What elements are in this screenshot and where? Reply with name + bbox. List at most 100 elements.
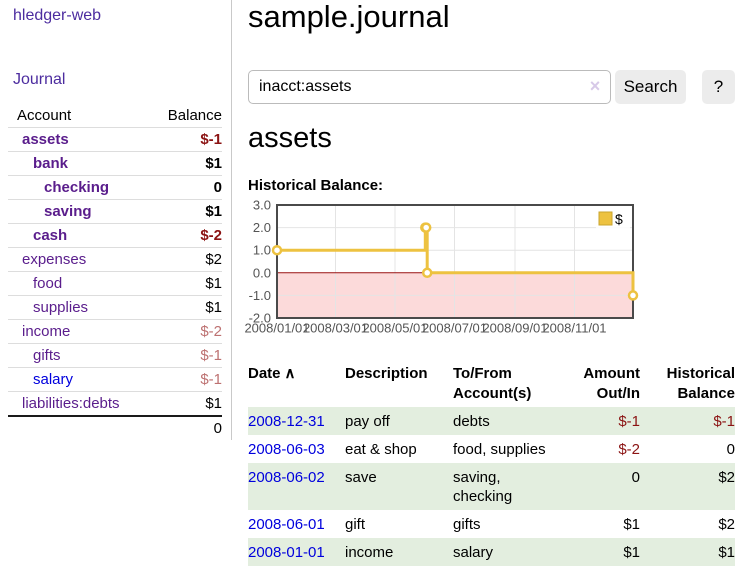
- account-row-saving: saving $1: [8, 199, 222, 223]
- column-header-tofrom-accounts: To/From Account(s): [453, 365, 532, 402]
- transaction-accounts: food, supplies: [453, 441, 546, 458]
- account-link[interactable]: assets: [22, 131, 69, 148]
- transaction-date-link[interactable]: 2008-06-02: [248, 469, 325, 486]
- main-content: sample.journal × Search ? assets Histori…: [244, 0, 742, 582]
- data-point-marker: [421, 267, 433, 279]
- transaction-row: 2008-12-31 pay off debts $-1 $-1: [248, 407, 735, 435]
- x-tick-label: 2008/09/01: [482, 321, 547, 336]
- account-heading: assets: [248, 122, 332, 154]
- chart-legend: $: [596, 209, 630, 229]
- transaction-row: 2008-01-01 income salary $1 $1: [248, 538, 735, 566]
- transaction-date-link[interactable]: 2008-06-01: [248, 516, 325, 533]
- transaction-balance: $2: [718, 516, 735, 533]
- account-row-checking: checking 0: [8, 175, 222, 199]
- account-link[interactable]: supplies: [33, 299, 89, 316]
- account-balance: $1: [205, 155, 222, 172]
- legend-swatch: [598, 211, 613, 226]
- data-point-marker: [420, 222, 432, 233]
- transaction-row: 2008-06-02 save saving, checking 0 $2: [248, 463, 735, 510]
- transaction-amount: $1: [623, 516, 640, 533]
- x-tick-label: 2008/01/01: [244, 321, 309, 336]
- transaction-balance: $1: [718, 544, 735, 561]
- transaction-description: eat & shop: [345, 441, 417, 458]
- account-balance: $1: [205, 395, 222, 412]
- transaction-balance: $2: [718, 469, 735, 486]
- account-link[interactable]: salary: [33, 371, 74, 388]
- account-link[interactable]: gifts: [33, 347, 61, 364]
- account-balance: $-2: [200, 323, 222, 340]
- account-row-liabilities-debts: liabilities:debts $1: [8, 391, 222, 415]
- sort-ascending-icon: ∧: [284, 365, 296, 382]
- accounts-total-value: 0: [213, 420, 222, 437]
- page-title: sample.journal: [248, 0, 450, 34]
- account-row-supplies: supplies $1: [8, 295, 222, 319]
- data-point-marker: [627, 290, 639, 301]
- account-link[interactable]: bank: [33, 155, 69, 172]
- sidebar-divider: [231, 0, 232, 440]
- historical-balance-chart: $3.0 2.0 1.0 0.0 -1.0 -2.0 2008/01/01 2008/03/0…: [243, 198, 653, 345]
- plot-frame: [276, 204, 634, 319]
- transaction-date-link[interactable]: 2008-06-03: [248, 441, 325, 458]
- search-button[interactable]: Search: [615, 70, 686, 104]
- transaction-accounts: saving, checking: [453, 469, 513, 505]
- transaction-amount: $-1: [618, 413, 640, 430]
- account-link[interactable]: checking: [44, 179, 110, 196]
- balance-chart-svg: $3.0 2.0 1.0 0.0 -1.0 -2.02008/01/012008/03/0…: [244, 198, 639, 336]
- transaction-description: save: [345, 469, 377, 486]
- column-header-description: Description: [345, 365, 428, 382]
- help-button[interactable]: ?: [702, 70, 735, 104]
- account-link[interactable]: cash: [33, 227, 68, 244]
- account-link[interactable]: saving: [44, 203, 92, 220]
- y-tick-label: 0.0: [253, 265, 271, 280]
- transaction-row: 2008-06-01 gift gifts $1 $2: [248, 510, 735, 538]
- column-header-date[interactable]: Date ∧: [248, 365, 296, 382]
- account-link[interactable]: food: [33, 275, 63, 292]
- account-balance: $-1: [200, 131, 222, 148]
- account-row-income: income $-2: [8, 319, 222, 343]
- transactions-header-row: Date ∧ Description To/From Account(s) Amo…: [248, 358, 735, 407]
- account-link[interactable]: liabilities:debts: [22, 395, 120, 412]
- brand-link[interactable]: hledger-web: [13, 7, 102, 24]
- y-tick-label: 1.0: [253, 243, 271, 258]
- transaction-date-link[interactable]: 2008-01-01: [248, 544, 325, 561]
- transaction-description: gift: [345, 516, 366, 533]
- account-row-bank: bank $1: [8, 151, 222, 175]
- transaction-amount: $1: [623, 544, 640, 561]
- y-tick-label: -1.0: [249, 288, 271, 303]
- account-link[interactable]: expenses: [22, 251, 87, 268]
- x-tick-label: 2008/05/01: [362, 321, 427, 336]
- transaction-accounts: salary: [453, 544, 494, 561]
- clear-search-icon[interactable]: ×: [589, 76, 601, 96]
- account-row-food: food $1: [8, 271, 222, 295]
- account-balance: $-1: [200, 347, 222, 364]
- account-row-cash: cash $-2: [8, 223, 222, 247]
- x-tick-label: 2008/03/01: [303, 321, 368, 336]
- y-tick-label: 2.0: [253, 220, 271, 235]
- accounts-table: Account Balance assets $-1 bank $1 check…: [8, 103, 222, 439]
- account-link[interactable]: income: [22, 323, 71, 340]
- accounts-total-row: 0: [8, 415, 222, 439]
- transactions-table: Date ∧ Description To/From Account(s) Amo…: [248, 358, 735, 566]
- transaction-date-link[interactable]: 2008-12-31: [248, 413, 325, 430]
- account-balance: $-1: [200, 371, 222, 388]
- account-row-gifts: gifts $-1: [8, 343, 222, 367]
- sidebar-item-journal[interactable]: Journal: [13, 71, 66, 88]
- account-balance: 0: [213, 179, 222, 196]
- transaction-balance: 0: [726, 441, 735, 458]
- balance-column-header: Balance: [167, 106, 222, 124]
- transaction-accounts: gifts: [453, 516, 481, 533]
- y-tick-label: -2.0: [249, 311, 271, 326]
- transaction-accounts: debts: [453, 413, 490, 430]
- account-balance: $2: [205, 251, 222, 268]
- transaction-description: pay off: [345, 413, 390, 430]
- account-balance: $1: [205, 275, 222, 292]
- search-input[interactable]: [248, 70, 611, 104]
- transaction-amount: 0: [631, 469, 640, 486]
- accounts-table-header: Account Balance: [8, 103, 222, 127]
- transaction-amount: $-2: [618, 441, 640, 458]
- column-header-historical-balance: Historical Balance: [666, 365, 735, 402]
- account-balance: $-2: [200, 227, 222, 244]
- data-point-marker: [271, 244, 283, 256]
- transaction-row: 2008-06-03 eat & shop food, supplies $-2…: [248, 435, 735, 463]
